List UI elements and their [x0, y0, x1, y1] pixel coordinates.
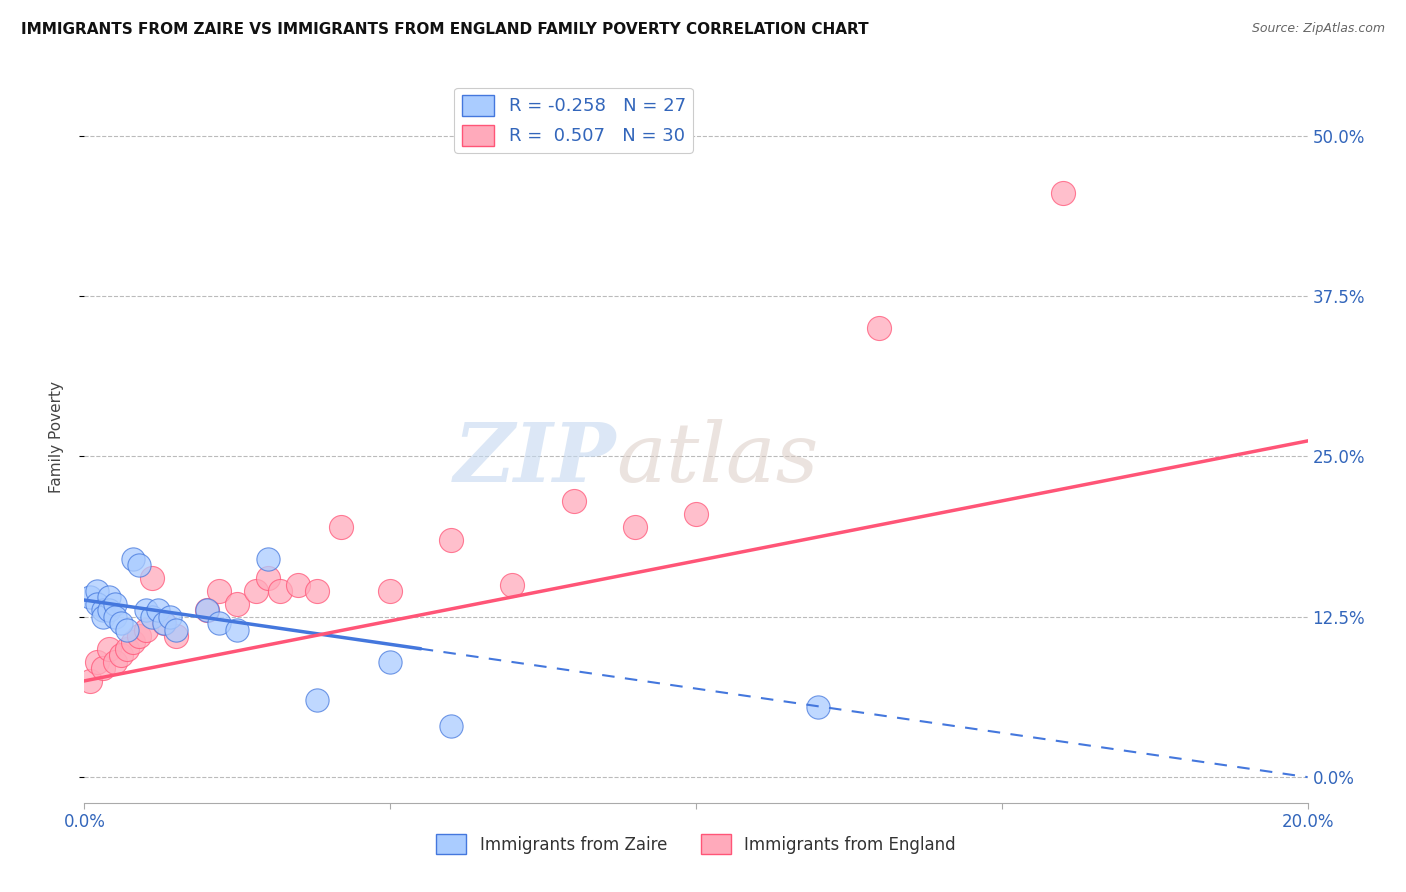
Point: [305, 584, 328, 599]
Point: [1052, 186, 1074, 201]
Point: [79, 673, 101, 688]
Point: [135, 623, 157, 637]
Point: [91, 603, 114, 617]
Point: [110, 648, 132, 663]
Point: [807, 699, 830, 714]
Point: [115, 623, 138, 637]
Point: [79, 591, 101, 605]
Y-axis label: Family Poverty: Family Poverty: [49, 381, 63, 493]
Point: [208, 584, 231, 599]
Point: [122, 552, 145, 566]
Point: [165, 623, 187, 637]
Point: [226, 597, 249, 611]
Point: [380, 584, 402, 599]
Point: [208, 616, 231, 631]
Point: [195, 603, 218, 617]
Point: [135, 603, 157, 617]
Point: [104, 609, 127, 624]
Text: IMMIGRANTS FROM ZAIRE VS IMMIGRANTS FROM ENGLAND FAMILY POVERTY CORRELATION CHAR: IMMIGRANTS FROM ZAIRE VS IMMIGRANTS FROM…: [21, 22, 869, 37]
Text: atlas: atlas: [616, 419, 818, 499]
Point: [141, 609, 163, 624]
Point: [380, 655, 402, 669]
Point: [159, 609, 181, 624]
Text: Source: ZipAtlas.com: Source: ZipAtlas.com: [1251, 22, 1385, 36]
Point: [562, 494, 585, 508]
Point: [146, 603, 169, 617]
Point: [86, 655, 108, 669]
Point: [110, 616, 132, 631]
Point: [153, 616, 176, 631]
Point: [153, 616, 176, 631]
Text: ZIP: ZIP: [454, 419, 616, 499]
Point: [86, 584, 108, 599]
Point: [440, 533, 463, 547]
Point: [128, 629, 150, 643]
Point: [115, 641, 138, 656]
Point: [195, 603, 218, 617]
Point: [287, 577, 309, 591]
Point: [257, 552, 280, 566]
Point: [86, 597, 108, 611]
Point: [869, 321, 891, 335]
Point: [624, 520, 647, 534]
Point: [104, 597, 127, 611]
Point: [502, 577, 524, 591]
Point: [685, 507, 707, 521]
Point: [305, 693, 328, 707]
Point: [104, 655, 127, 669]
Legend: Immigrants from Zaire, Immigrants from England: Immigrants from Zaire, Immigrants from E…: [430, 828, 962, 860]
Point: [440, 719, 463, 733]
Point: [330, 520, 353, 534]
Point: [97, 603, 120, 617]
Point: [91, 661, 114, 675]
Point: [141, 571, 163, 585]
Point: [122, 635, 145, 649]
Point: [245, 584, 267, 599]
Point: [257, 571, 280, 585]
Point: [97, 591, 120, 605]
Point: [165, 629, 187, 643]
Point: [97, 641, 120, 656]
Point: [91, 609, 114, 624]
Point: [128, 558, 150, 573]
Point: [269, 584, 291, 599]
Point: [226, 623, 249, 637]
